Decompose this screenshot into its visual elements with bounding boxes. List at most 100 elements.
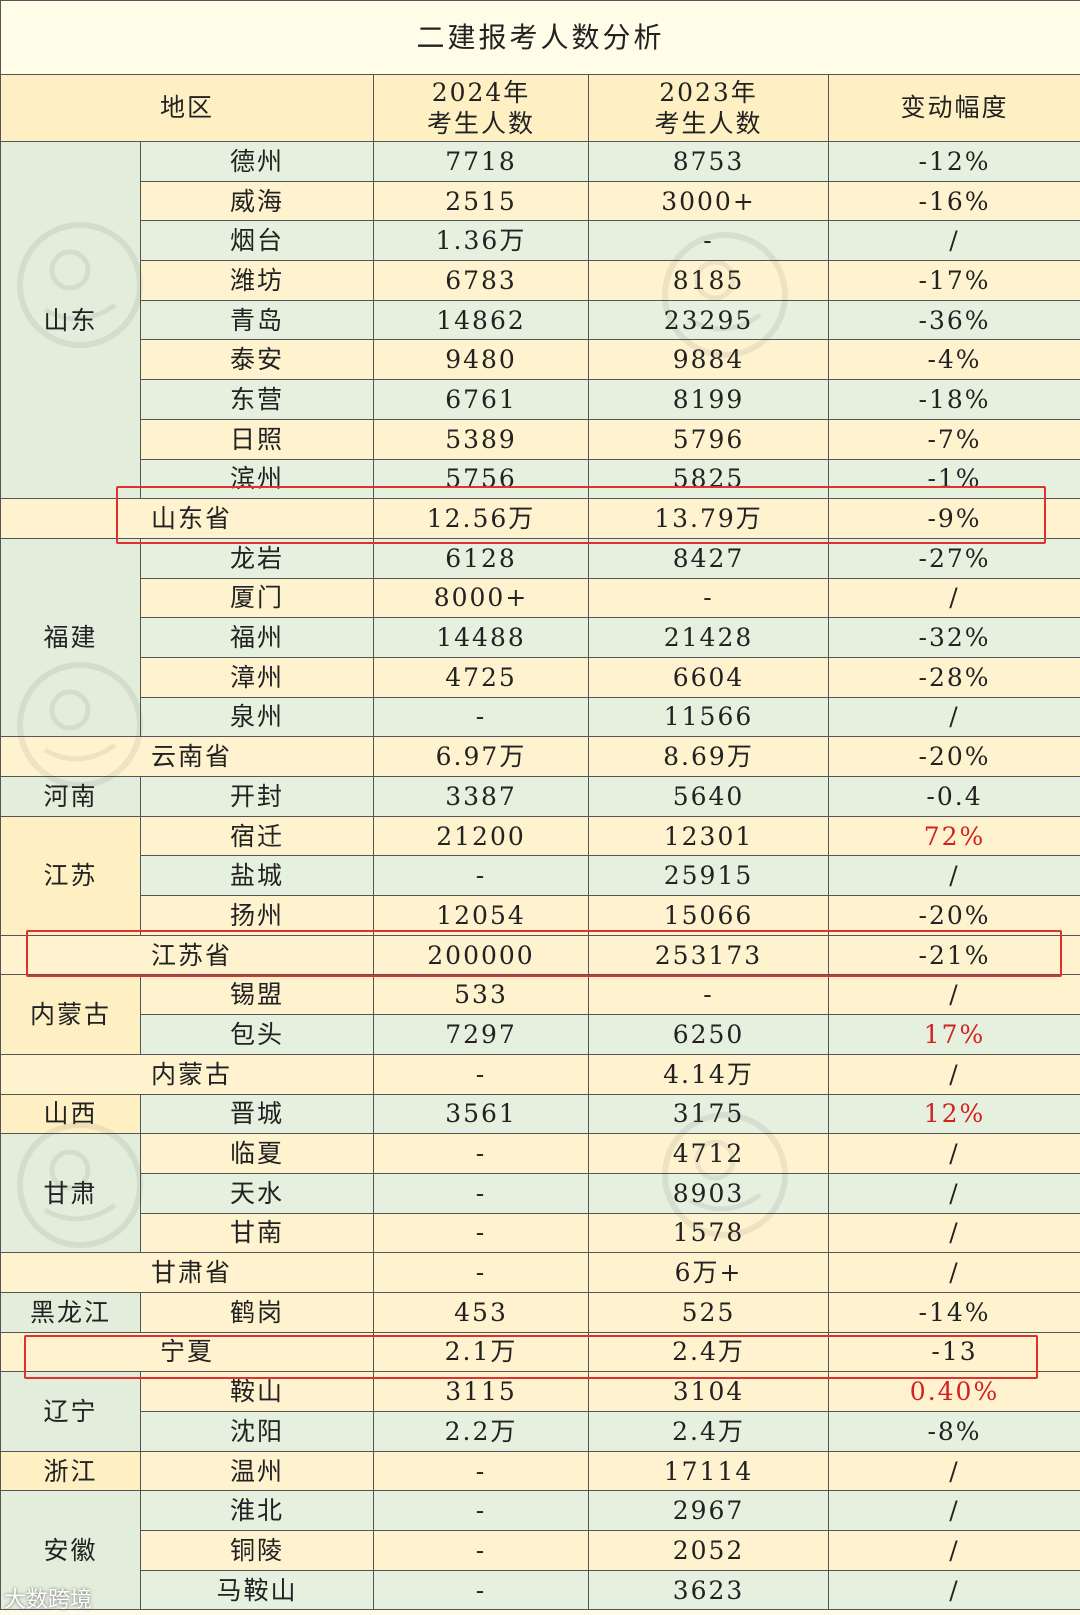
count-2023-cell: 13.79万 [588,498,829,539]
count-2024-cell: - [373,1212,589,1254]
change-cell: -7% [827,418,1080,460]
count-2023-cell: 12301 [588,815,829,857]
count-2024-cell: 12054 [373,895,589,936]
table-row: 黑龙江 鹤岗 453 525 -14% [0,1291,1080,1333]
count-2023-cell: 5640 [588,776,829,817]
change-cell: -12% [827,141,1080,182]
change-cell: -8% [827,1411,1080,1452]
table-row: 浙江 温州 -17114/ [0,1450,1080,1492]
count-2023-cell: 6万+ [588,1252,829,1293]
table-row: 漳州 4725 6604 -28% [1,656,1080,698]
change-cell: / [827,220,1080,262]
city-cell: 德州 [140,141,374,182]
count-2023-cell: 17114 [588,1450,829,1492]
city-cell: 漳州 [140,656,374,698]
change-cell: 72% [827,815,1080,857]
count-2024-cell: - [373,1569,589,1611]
city-cell: 东营 [140,379,374,420]
count-2023-cell: 15066 [588,895,829,936]
table-row: 扬州 12054 15066 -20% [1,895,1080,936]
total-label-cell: 宁夏 [0,1331,374,1373]
table-row: 甘肃 临夏 -4712/ [0,1133,1080,1254]
province-cell: 安徽 [0,1490,141,1611]
change-cell: -20% [827,736,1080,777]
table-row: 江苏 宿迁 21200 12301 72% [0,815,1080,936]
count-2024-cell: 14862 [373,299,589,341]
change-cell: / [827,1490,1080,1532]
province-cell: 河南 [0,776,141,817]
count-2023-cell: 5796 [588,418,829,460]
city-cell: 宿迁 [140,815,374,857]
change-cell: 17% [827,1014,1080,1055]
province-total-row: 江苏省 200000 253173 -21% [0,934,1080,976]
change-cell: / [827,1212,1080,1254]
change-cell: -13 [827,1331,1080,1373]
change-cell: -21% [827,934,1080,976]
city-cell: 甘南 [140,1212,374,1254]
city-cell: 晋城 [140,1093,374,1135]
count-2023-cell: 4712 [588,1133,829,1174]
count-2023-cell: 9884 [588,339,829,381]
count-2023-cell: 1578 [588,1212,829,1254]
count-2024-cell: 14488 [373,617,589,658]
count-2024-cell: - [373,1530,589,1571]
count-2024-cell: 9480 [373,339,589,381]
change-cell: -9% [827,498,1080,539]
count-2024-cell: - [373,1172,589,1214]
count-2023-cell: 8753 [588,141,829,182]
change-cell: / [827,1172,1080,1214]
change-cell: / [827,1450,1080,1492]
table-row: 天水 -8903/ [1,1172,1080,1214]
header-region: 地区 [0,74,374,142]
count-2024-cell: 1.36万 [373,220,589,262]
count-2024-cell: 200000 [373,934,589,976]
count-2023-cell: 2967 [588,1490,829,1532]
count-2023-cell: 11566 [588,696,829,738]
city-cell: 盐城 [140,855,374,897]
change-cell: / [827,1133,1080,1174]
count-2023-cell: 3623 [588,1569,829,1611]
count-2023-cell: 5825 [588,458,829,500]
table-row: 安徽 淮北 -2967/ [0,1490,1080,1611]
count-2023-cell: 3104 [588,1371,829,1412]
province-cell: 内蒙古 [0,974,141,1055]
total-label-cell: 江苏省 [0,934,374,976]
table-row: 铜陵 -2052/ [1,1530,1080,1571]
city-cell: 包头 [140,1014,374,1055]
change-cell: -17% [827,260,1080,301]
count-2023-cell: 8185 [588,260,829,301]
change-cell: -36% [827,299,1080,341]
table-row: 河南 开封 3387 5640 -0.4 [0,776,1080,817]
count-2024-cell: 4725 [373,656,589,698]
change-cell: -0.4 [827,776,1080,817]
count-2024-cell: 6.97万 [373,736,589,777]
count-2023-cell: 2.4万 [588,1331,829,1373]
table-row: 沈阳 2.2万 2.4万 -8% [1,1411,1080,1452]
table-row: 厦门 8000+ - / [1,577,1080,619]
table-row: 辽宁 鞍山 3115 3104 0.40% [0,1371,1080,1452]
table-row: 马鞍山 -3623/ [1,1569,1080,1611]
count-2024-cell: - [373,855,589,897]
change-cell: 12% [827,1093,1080,1135]
count-2024-cell: 21200 [373,815,589,857]
change-cell: -16% [827,180,1080,222]
city-cell: 泉州 [140,696,374,738]
count-2024-cell: 6761 [373,379,589,420]
change-cell: 0.40% [827,1371,1080,1412]
province-total-row: 山东省 12.56万 13.79万 -9% [0,498,1080,539]
province-cell: 黑龙江 [0,1291,141,1333]
change-cell: / [827,1569,1080,1611]
total-label-cell: 甘肃省 [0,1252,374,1293]
city-cell: 威海 [140,180,374,222]
count-2024-cell: 7718 [373,141,589,182]
table-row: 山东 德州 7718 8753 -12% [0,140,1080,500]
count-2023-cell: 2.4万 [588,1411,829,1452]
change-cell: / [827,974,1080,1016]
corner-watermark: 大数跨境 [4,1588,93,1613]
city-cell: 鞍山 [140,1371,374,1412]
count-2024-cell: 6128 [373,537,589,579]
table-row: 东营 6761 8199 -18% [1,379,1080,420]
city-cell: 温州 [140,1450,374,1492]
province-cell: 辽宁 [0,1371,141,1452]
